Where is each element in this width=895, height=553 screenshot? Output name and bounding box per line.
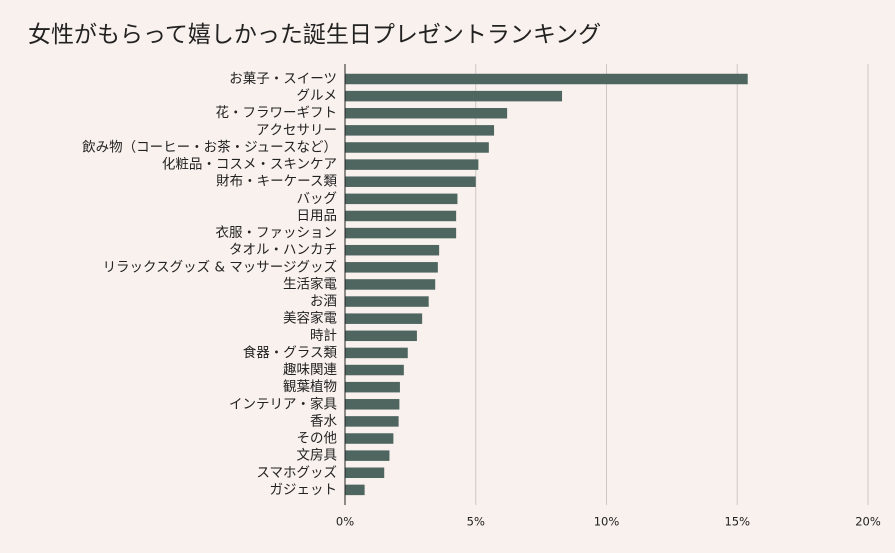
bar-10: [345, 244, 440, 256]
bar-22: [345, 450, 390, 461]
x-tick-label-3: 15%: [724, 515, 750, 529]
bar-2: [345, 107, 508, 119]
chart-title: 女性がもらって嬉しかった誕生日プレゼントランキング: [28, 22, 602, 48]
category-label-13: お酒: [310, 294, 337, 310]
category-label-17: 趣味関連: [283, 362, 337, 378]
category-label-3: アクセサリー: [256, 122, 337, 138]
category-labels: お菓子・スイーツグルメ花・フラワーギフトアクセサリー飲み物（コーヒー・お茶・ジュ…: [82, 71, 337, 498]
category-label-14: 美容家電: [283, 310, 337, 327]
x-tick-label-4: 20%: [855, 515, 881, 529]
bar-11: [345, 262, 438, 273]
bar-20: [345, 416, 399, 427]
bar-0: [345, 73, 748, 85]
category-label-4: 飲み物（コーヒー・お茶・ジュースなど）: [82, 139, 337, 155]
category-label-7: バッグ: [297, 191, 338, 207]
category-label-10: タオル・ハンカチ: [229, 242, 337, 258]
category-label-9: 衣服・ファッション: [216, 225, 338, 241]
bar-18: [345, 381, 400, 393]
category-label-2: 花・フラワーギフト: [216, 105, 338, 121]
x-tick-labels: 0% 5% 10% 15% 20%: [336, 515, 881, 529]
category-label-0: お菓子・スイーツ: [229, 71, 337, 87]
category-label-1: グルメ: [297, 88, 338, 104]
bar-21: [345, 433, 394, 444]
bar-16: [345, 347, 408, 359]
bar-7: [345, 193, 458, 205]
gridlines: [475, 64, 869, 505]
bar-4: [345, 142, 489, 153]
category-label-21: その他: [297, 431, 338, 447]
bar-3: [345, 125, 495, 136]
bar-5: [345, 159, 479, 170]
category-label-23: スマホグッズ: [256, 465, 337, 481]
bar-23: [345, 467, 385, 479]
bar-15: [345, 330, 417, 342]
category-label-19: インテリア・家具: [229, 395, 337, 412]
bar-6: [345, 176, 476, 187]
bar-9: [345, 227, 457, 239]
bars: [345, 73, 748, 496]
x-tick-label-1: 5%: [467, 515, 485, 529]
bar-14: [345, 313, 423, 324]
bar-13: [345, 296, 429, 307]
category-label-20: 香水: [310, 413, 337, 429]
bar-1: [345, 90, 563, 102]
category-label-11: リラックスグッズ & マッサージグッズ: [103, 259, 337, 275]
category-label-6: 財布・キーケース類: [216, 174, 337, 190]
category-label-18: 観葉植物: [283, 378, 337, 395]
category-label-8: 日用品: [297, 208, 338, 224]
category-label-12: 生活家電: [283, 275, 337, 292]
bar-17: [345, 364, 404, 376]
category-label-22: 文房具: [297, 448, 338, 464]
bar-24: [345, 484, 365, 496]
category-label-24: ガジェット: [270, 482, 338, 498]
x-tick-label-2: 10%: [594, 515, 620, 529]
bar-8: [345, 210, 457, 222]
category-label-15: 時計: [310, 328, 337, 344]
category-label-5: 化粧品・コスメ・スキンケア: [162, 157, 337, 173]
category-label-16: 食器・グラス類: [243, 344, 338, 361]
bar-12: [345, 279, 436, 290]
x-tick-label-0: 0%: [336, 515, 354, 529]
bar-19: [345, 399, 400, 410]
